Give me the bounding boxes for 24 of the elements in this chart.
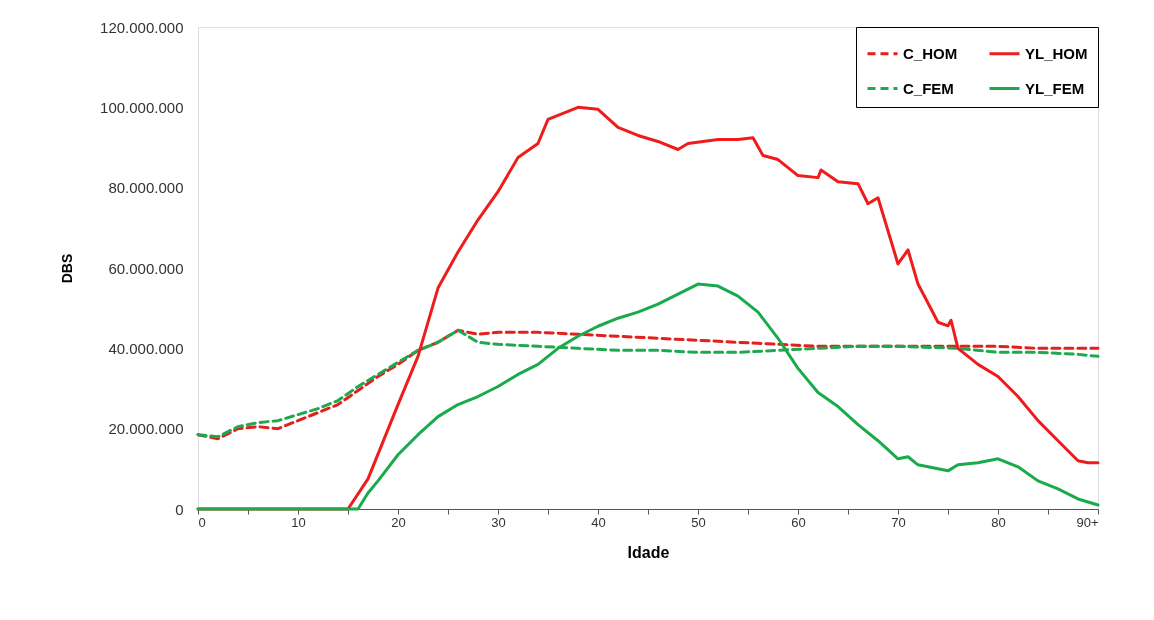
- x-tick-label: 10: [291, 514, 306, 530]
- legend-label: C_HOM: [903, 44, 958, 62]
- legend-label: YL_FEM: [1025, 79, 1085, 97]
- legend-label: YL_HOM: [1025, 44, 1088, 62]
- y-tick-label: 40.000.000: [108, 339, 184, 357]
- y-tick-label: 20.000.000: [108, 420, 184, 438]
- x-tick-label: 50: [691, 514, 706, 530]
- y-tick-label: 0: [175, 500, 184, 518]
- x-tick-label: 80: [991, 514, 1006, 530]
- x-tick-label: 20: [391, 514, 406, 530]
- x-tick-label: 40: [591, 514, 606, 530]
- x-axis-title: Idade: [627, 543, 670, 561]
- y-axis-title: DBS: [59, 253, 76, 284]
- y-tick-label: 60.000.000: [108, 259, 184, 277]
- legend-label: C_FEM: [903, 79, 954, 97]
- y-tick-label: 120.000.000: [100, 18, 184, 36]
- x-tick-label: 70: [891, 514, 906, 530]
- y-tick-label: 80.000.000: [108, 179, 184, 197]
- x-tick-label: 60: [791, 514, 806, 530]
- x-tick-label: 90+: [1076, 514, 1099, 530]
- x-tick-label: 0: [198, 514, 206, 530]
- x-tick-label: 30: [491, 514, 506, 530]
- line-series: [196, 282, 1100, 511]
- y-tick-label: 100.000.000: [100, 98, 184, 116]
